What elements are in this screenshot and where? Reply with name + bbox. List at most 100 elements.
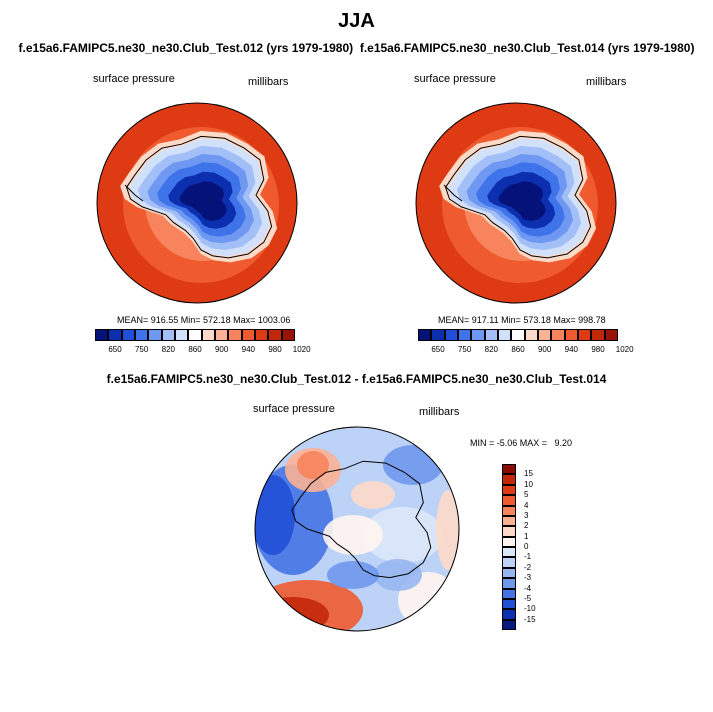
colorbar-tick-label: 980 xyxy=(268,345,282,354)
difference-title: f.e15a6.FAMIPC5.ne30_ne30.Club_Test.012 … xyxy=(106,372,607,386)
colorbar-tick-label: 650 xyxy=(108,345,122,354)
colorbar-swatch xyxy=(484,329,498,341)
colorbar-tick-label: 820 xyxy=(484,345,499,354)
panel3-stats: MIN = -5.06 MAX = 9.20 xyxy=(470,438,573,448)
colorbar-tick-label: 980 xyxy=(591,345,605,354)
colorbar-swatch xyxy=(95,329,109,341)
colorbar-swatch xyxy=(215,329,229,341)
colorbar-tick-label: 0 xyxy=(524,542,529,551)
colorbar-swatch xyxy=(241,329,255,341)
colorbar-tick-label: 750 xyxy=(134,345,149,354)
colorbar-swatch xyxy=(502,567,516,579)
colorbar-swatch xyxy=(121,329,135,341)
colorbar-swatch xyxy=(564,329,578,341)
colorbar-swatch xyxy=(502,557,516,568)
colorbar-tick-label: 940 xyxy=(241,345,256,354)
colorbar-tick-label: -5 xyxy=(524,593,532,603)
colorbar-swatch xyxy=(604,329,618,341)
colorbar-swatch xyxy=(201,329,215,341)
colorbar-tick-label: 15 xyxy=(524,469,533,479)
subtitle-left: f.e15a6.FAMIPC5.ne30_ne30.Club_Test.012 … xyxy=(18,41,354,55)
colorbar-swatch xyxy=(471,329,485,341)
colorbar-swatch xyxy=(502,536,516,547)
panel2-units: millibars xyxy=(586,76,627,88)
colorbar-swatch xyxy=(502,474,516,485)
panel1-units: millibars xyxy=(248,76,289,88)
panel1-colorbar xyxy=(95,329,295,341)
field-blob xyxy=(436,490,459,570)
colorbar-swatch xyxy=(458,329,472,341)
panel2-map xyxy=(415,102,617,304)
colorbar-swatch xyxy=(502,484,516,496)
colorbar-swatch xyxy=(268,329,282,341)
colorbar-swatch xyxy=(591,329,605,341)
field-blob xyxy=(257,597,329,631)
peninsula-coast xyxy=(124,184,144,202)
colorbar-tick-label: 750 xyxy=(457,345,472,354)
panel3-variable: surface pressure xyxy=(253,403,335,415)
colorbar-tick-label: 820 xyxy=(161,345,176,354)
colorbar-swatch xyxy=(538,329,552,341)
colorbar-tick-label: 2 xyxy=(524,521,529,531)
colorbar-tick-label: 650 xyxy=(431,345,445,354)
colorbar-tick-label: 900 xyxy=(214,345,229,354)
colorbar-tick-label: 10 xyxy=(524,479,533,489)
colorbar-swatch xyxy=(255,329,269,341)
peninsula-coast xyxy=(443,184,463,202)
colorbar-tick-label: 1 xyxy=(524,531,529,541)
panel3-colorbar-ticks: 15 10 5 4 3 2 1 0 -1 -2 -3 -4 -5 -10 -15 xyxy=(524,464,554,630)
colorbar-tick-label: 860 xyxy=(188,345,202,354)
panel3-map xyxy=(254,426,460,632)
panel-subtitles: f.e15a6.FAMIPC5.ne30_ne30.Club_Test.012 … xyxy=(0,41,713,55)
panel1-map xyxy=(96,102,298,304)
ice-contour xyxy=(498,181,546,221)
colorbar-swatch xyxy=(431,329,445,341)
colorbar-swatch xyxy=(502,588,516,599)
field-blob xyxy=(323,515,383,555)
colorbar-tick-label: -15 xyxy=(524,614,536,624)
main-title: JJA xyxy=(338,10,375,32)
colorbar-swatch xyxy=(578,329,592,341)
panel2-stats: MEAN= 917.11 Min= 573.18 Max= 998.78 xyxy=(438,315,606,325)
colorbar-tick-label: -10 xyxy=(524,604,536,614)
colorbar-tick-label: 5 xyxy=(524,490,529,500)
field-blob xyxy=(297,451,329,479)
colorbar-swatch xyxy=(135,329,149,341)
field-blob xyxy=(351,481,395,509)
colorbar-swatch xyxy=(444,329,458,341)
colorbar-tick-label: -1 xyxy=(524,552,532,562)
colorbar-swatch xyxy=(551,329,565,341)
colorbar-swatch xyxy=(502,464,516,475)
panel2-colorbar-ticks: 650 750 820 860 900 940 980 1020 xyxy=(418,345,633,357)
colorbar-swatch xyxy=(502,578,516,589)
colorbar-swatch xyxy=(502,547,516,558)
colorbar-swatch xyxy=(281,329,295,341)
coastline xyxy=(445,135,592,259)
panel2-variable: surface pressure xyxy=(414,73,496,85)
colorbar-swatch xyxy=(502,495,516,506)
subtitle-separator xyxy=(353,41,360,55)
colorbar-tick-label: 4 xyxy=(524,500,529,510)
colorbar-swatch xyxy=(502,598,516,610)
colorbar-swatch xyxy=(498,329,512,341)
colorbar-swatch xyxy=(161,329,175,341)
coastline xyxy=(126,135,273,259)
colorbar-tick-label: -2 xyxy=(524,562,532,572)
map-border xyxy=(254,426,460,632)
panel1-variable: surface pressure xyxy=(93,73,175,85)
colorbar-swatch xyxy=(148,329,162,341)
colorbar-tick-label: 940 xyxy=(564,345,579,354)
panel3-colorbar xyxy=(502,464,516,630)
colorbar-tick-label: 3 xyxy=(524,510,529,520)
colorbar-swatch xyxy=(418,329,432,341)
panel3-units: millibars xyxy=(419,406,460,418)
colorbar-swatch xyxy=(502,505,516,516)
colorbar-swatch xyxy=(502,619,516,630)
colorbar-swatch xyxy=(502,609,516,620)
panel1-stats: MEAN= 916.55 Min= 572.18 Max= 1003.06 xyxy=(117,315,291,325)
colorbar-swatch xyxy=(511,329,525,341)
panel2-colorbar xyxy=(418,329,618,341)
ice-contour xyxy=(179,181,227,221)
colorbar-swatch xyxy=(175,329,189,341)
colorbar-swatch xyxy=(108,329,122,341)
